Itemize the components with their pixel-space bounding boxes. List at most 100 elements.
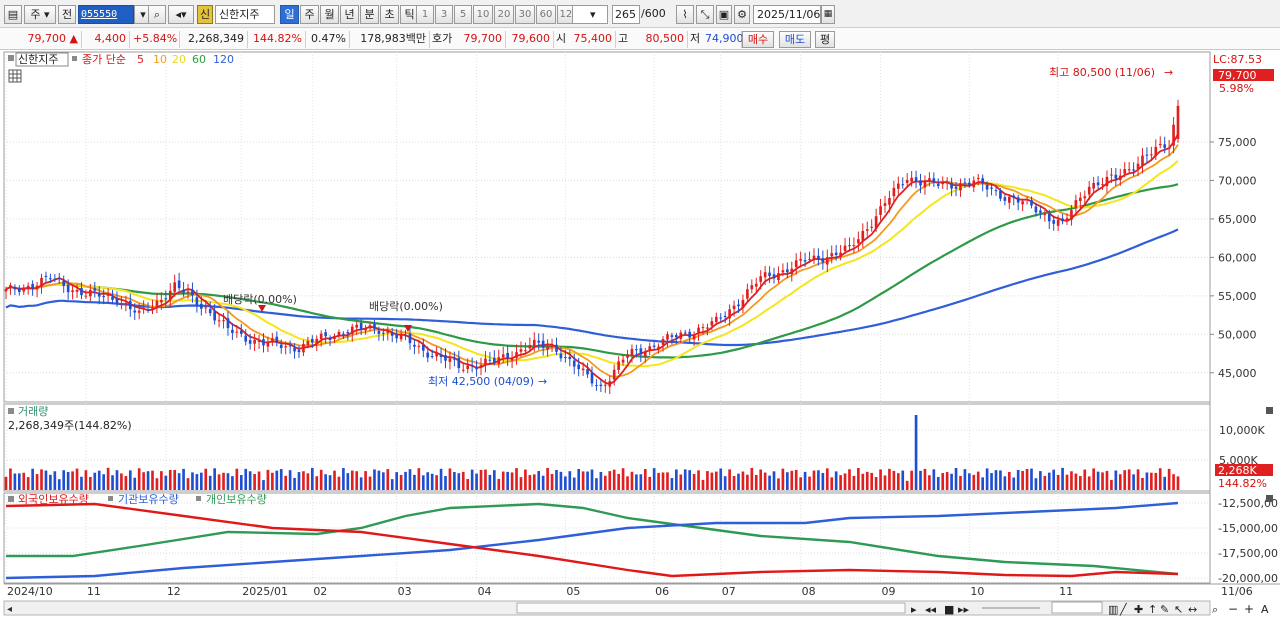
market-select[interactable]: 주 ▾	[24, 5, 56, 24]
zoom-slider-box[interactable]	[1051, 601, 1103, 614]
volume-bar	[883, 475, 887, 490]
evaluate-button[interactable]: 평	[815, 31, 835, 48]
font-size-icon[interactable]: A	[1261, 603, 1269, 616]
time-tick-label: 06	[655, 585, 669, 598]
candle-body	[1039, 210, 1042, 213]
stock-chart[interactable]: 75,000 70,000 65,000 60,000 55,000 50,000 45,0…	[0, 50, 1280, 621]
zoom-in-icon[interactable]: +	[1244, 602, 1254, 616]
legend-foreign[interactable]: 외국인보유수량	[18, 493, 89, 506]
period-tab-3[interactable]: 년	[340, 5, 359, 24]
zoom-out-icon[interactable]: −	[1228, 602, 1238, 616]
legend-ma10[interactable]: 10	[153, 53, 167, 66]
low-label: 저	[690, 32, 701, 45]
scroll-right-icon[interactable]: ▸	[911, 603, 917, 616]
interval-button-1[interactable]: 1	[416, 5, 434, 24]
interval-buttons: 1 3 5 10 20 30 60 120	[416, 5, 581, 24]
candle-body	[1083, 196, 1087, 199]
interval-button-30[interactable]: 30	[515, 5, 535, 24]
candle-body	[120, 303, 123, 305]
table-icon[interactable]	[8, 69, 22, 83]
buy-button[interactable]: 매수	[742, 31, 774, 48]
volume-bar	[501, 471, 505, 490]
candle-body	[404, 335, 407, 337]
forward-icon[interactable]: ▸▸	[958, 603, 970, 616]
candle-body	[1105, 176, 1109, 187]
candle-body	[1043, 214, 1047, 216]
candle-body	[111, 296, 114, 300]
date-input[interactable]: 2025/11/06	[753, 5, 821, 24]
volume-bar	[120, 473, 123, 490]
save-icon[interactable]: ▣	[716, 5, 732, 24]
holdings-tick-label: -12,500,00	[1218, 497, 1278, 510]
legend-ma20[interactable]: 20	[172, 53, 186, 66]
candle-body	[692, 334, 696, 340]
interval-button-10[interactable]: 10	[473, 5, 493, 24]
scroll-bar[interactable]: ◂ ▸ ◂◂ ■ ▸▸ ▥ ╱ ✚ ↑ ✎ ↖ ↔ ⌕ − + A	[3, 600, 1269, 616]
window-menu-icon[interactable]: ▤	[4, 5, 22, 24]
stock-code-input[interactable]: 055550	[78, 5, 134, 24]
legend-ma5[interactable]: 5	[137, 53, 144, 66]
interval-button-3[interactable]: 3	[435, 5, 453, 24]
chart-type-icon[interactable]: ⌇	[676, 5, 694, 24]
legend-ma120[interactable]: 120	[213, 53, 234, 66]
stop-icon[interactable]: ■	[944, 603, 954, 616]
volume-bar	[928, 475, 931, 490]
volume-bar	[723, 476, 727, 490]
search-icon[interactable]: ⌕	[148, 5, 166, 24]
scroll-thumb[interactable]	[516, 602, 906, 614]
indicator-icon[interactable]: ⤡	[696, 5, 714, 24]
pen-icon[interactable]: ✎	[1160, 603, 1169, 616]
interval-button-60[interactable]: 60	[536, 5, 556, 24]
period-tab-5[interactable]: 초	[380, 5, 399, 24]
volume-bar	[373, 469, 376, 490]
rewind-icon[interactable]: ◂◂	[925, 603, 937, 616]
zoom-search-icon[interactable]: ⌕	[1212, 603, 1218, 616]
count-input[interactable]: 265	[612, 5, 640, 24]
volume-bar	[639, 474, 643, 490]
volume-bar	[475, 473, 478, 490]
volume-bar	[701, 479, 705, 490]
volume-title[interactable]: 거래량	[18, 405, 48, 418]
gear-icon[interactable]: ⚙	[734, 5, 750, 24]
volume-bar	[861, 473, 865, 490]
candle-body	[426, 352, 430, 358]
candle-body	[555, 344, 558, 352]
candle-body	[359, 322, 363, 329]
legend-stock[interactable]: 신한지주	[18, 53, 58, 66]
crosshair-icon[interactable]: ✚	[1134, 603, 1143, 616]
volume-bar	[62, 470, 66, 490]
expand-icon[interactable]: ↔	[1188, 603, 1197, 616]
legend-individual[interactable]: 개인보유수량	[206, 493, 267, 506]
volume-pane-close-icon[interactable]	[1266, 407, 1273, 414]
legend-ma60[interactable]: 60	[192, 53, 206, 66]
period-tab-1[interactable]: 주	[300, 5, 319, 24]
chart-bars-icon[interactable]: ▥	[1108, 603, 1118, 616]
period-tab-2[interactable]: 월	[320, 5, 339, 24]
period-tab-4[interactable]: 분	[360, 5, 379, 24]
period-tab-0[interactable]: 일	[280, 5, 299, 24]
line-icon[interactable]: ╱	[1119, 602, 1128, 616]
pointer-icon[interactable]: ↖	[1174, 603, 1183, 616]
prev-button[interactable]: 전	[58, 5, 76, 24]
up-icon[interactable]: ↑	[1148, 603, 1157, 616]
volume-bar	[346, 473, 350, 490]
gridlines	[4, 52, 1210, 583]
calendar-icon[interactable]: ▦	[821, 5, 835, 24]
high-label: 고	[618, 32, 629, 45]
legend-institution[interactable]: 기관보유수량	[118, 493, 179, 506]
stock-name-field[interactable]: 신한지주	[215, 5, 275, 24]
candle-body	[1163, 144, 1167, 148]
sound-icon[interactable]: ◂▾	[168, 5, 194, 24]
sell-button[interactable]: 매도	[779, 31, 811, 48]
candle-body	[679, 332, 683, 339]
interval-dropdown[interactable]: ▾	[572, 5, 608, 24]
interval-button-5[interactable]: 5	[454, 5, 472, 24]
volume-bar	[586, 471, 589, 490]
legend-price-type[interactable]: 종가 단순	[82, 53, 126, 66]
volume-bar	[93, 472, 97, 490]
interval-button-20[interactable]: 20	[494, 5, 514, 24]
volume-bar	[182, 468, 185, 490]
holdings-pane-close-icon[interactable]	[1266, 495, 1273, 502]
candle-body	[1150, 154, 1153, 156]
scroll-left-icon[interactable]: ◂	[7, 604, 12, 615]
